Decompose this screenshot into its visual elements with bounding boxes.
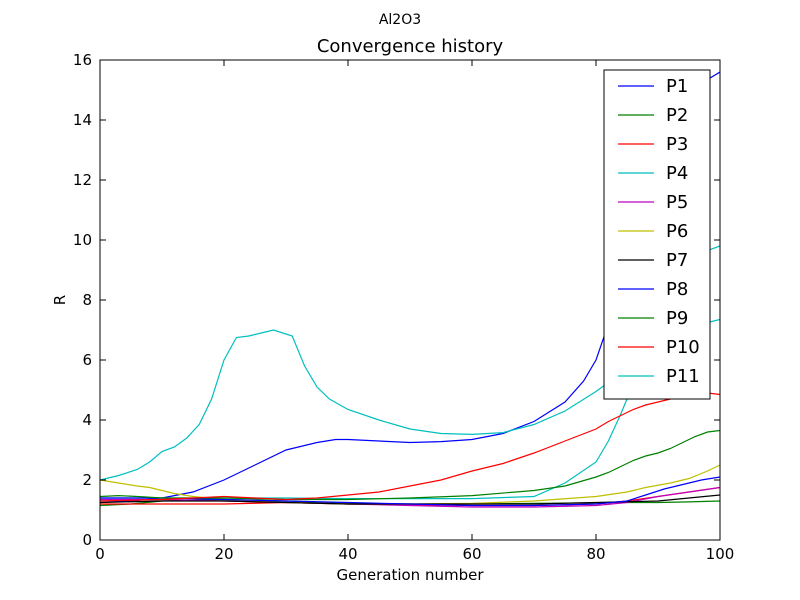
x-axis: 0 20 40 60 80 100 — [95, 60, 734, 563]
x-axis-label: Generation number — [337, 566, 485, 584]
y-tick-label: 0 — [82, 531, 92, 549]
x-tick-label: 40 — [338, 545, 357, 563]
legend-label-p4: P4 — [666, 163, 688, 184]
series-line-p10 — [100, 390, 720, 502]
chart-title: Convergence history — [317, 36, 504, 57]
legend-label-p5: P5 — [666, 192, 688, 213]
x-tick-label: 20 — [214, 545, 233, 563]
chart-suptitle: Al2O3 — [379, 12, 421, 28]
legend-label-p3: P3 — [666, 134, 688, 155]
y-axis: 0 2 4 6 8 10 12 14 16 — [73, 51, 720, 549]
legend-label-p11: P11 — [666, 366, 700, 387]
series-line-p8 — [100, 476, 720, 507]
y-tick-label: 4 — [82, 411, 92, 429]
y-tick-label: 16 — [73, 51, 92, 69]
y-axis-label: R — [51, 295, 69, 305]
y-tick-label: 6 — [82, 351, 92, 369]
y-tick-label: 12 — [73, 171, 92, 189]
x-tick-label: 0 — [95, 545, 105, 563]
legend-label-p2: P2 — [666, 105, 688, 126]
y-tick-label: 2 — [82, 471, 92, 489]
y-tick-label: 14 — [73, 111, 92, 129]
x-tick-label: 100 — [706, 545, 735, 563]
legend-label-p10: P10 — [666, 337, 700, 358]
legend-label-p9: P9 — [666, 308, 688, 329]
x-tick-label: 60 — [462, 545, 481, 563]
legend: P1 P2 P3 P4 P5 P6 P7 P8 P9 P10 P11 — [603, 69, 711, 400]
legend-label-p1: P1 — [666, 76, 688, 97]
y-tick-label: 8 — [82, 291, 92, 309]
y-tick-label: 10 — [73, 231, 92, 249]
series-line-p9 — [100, 429, 720, 501]
legend-label-p7: P7 — [666, 250, 688, 271]
legend-box — [603, 69, 711, 400]
x-tick-label: 80 — [586, 545, 605, 563]
legend-label-p8: P8 — [666, 279, 688, 300]
series-line-p7 — [100, 494, 720, 505]
legend-label-p6: P6 — [666, 221, 688, 242]
